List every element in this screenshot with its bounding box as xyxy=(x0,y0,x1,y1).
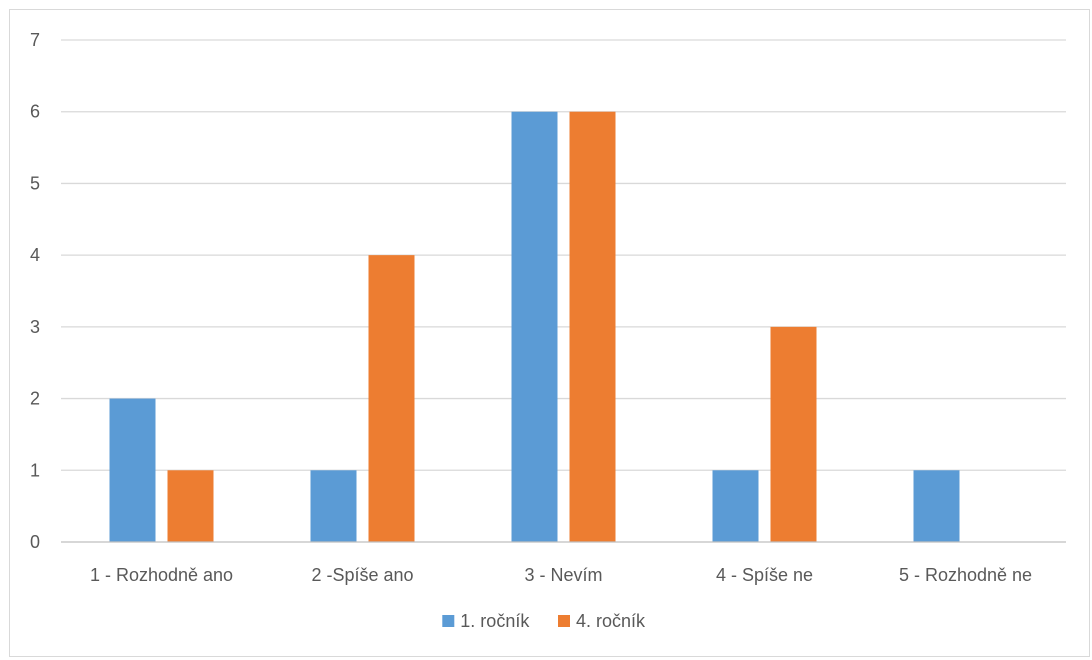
y-tick-label: 6 xyxy=(30,102,40,122)
y-tick-label: 1 xyxy=(30,460,40,480)
bar xyxy=(569,111,616,542)
y-tick-label: 5 xyxy=(30,173,40,193)
legend-label: 1. ročník xyxy=(460,611,530,631)
y-tick-label: 0 xyxy=(30,532,40,552)
bar xyxy=(109,398,156,542)
bar xyxy=(712,470,759,542)
bars xyxy=(109,111,960,542)
y-tick-label: 7 xyxy=(30,30,40,50)
legend-label: 4. ročník xyxy=(576,611,646,631)
bar xyxy=(167,470,214,542)
x-tick-label: 4 - Spíše ne xyxy=(716,565,813,585)
legend-swatch xyxy=(558,615,570,627)
x-tick-label: 3 - Nevím xyxy=(524,565,602,585)
bar xyxy=(368,255,415,542)
x-axis: 1 - Rozhodně ano 2 -Spíše ano 3 - Nevím 4 -… xyxy=(61,541,1066,585)
y-tick-label: 3 xyxy=(30,317,40,337)
y-tick-label: 4 xyxy=(30,245,40,265)
bar xyxy=(913,470,960,542)
x-tick-label: 1 - Rozhodně ano xyxy=(90,565,233,585)
y-tick-label: 2 xyxy=(30,389,40,409)
bar xyxy=(511,111,558,542)
legend: 1. ročník 4. ročník xyxy=(442,611,646,631)
bar xyxy=(310,470,357,542)
legend-swatch xyxy=(442,615,455,627)
x-tick-label: 2 -Spíše ano xyxy=(311,565,413,585)
y-axis-ticks: 0 1 2 3 4 5 6 7 xyxy=(30,30,40,552)
x-tick-label: 5 - Rozhodně ne xyxy=(899,565,1032,585)
gridlines xyxy=(61,39,1066,471)
bar xyxy=(770,326,817,542)
